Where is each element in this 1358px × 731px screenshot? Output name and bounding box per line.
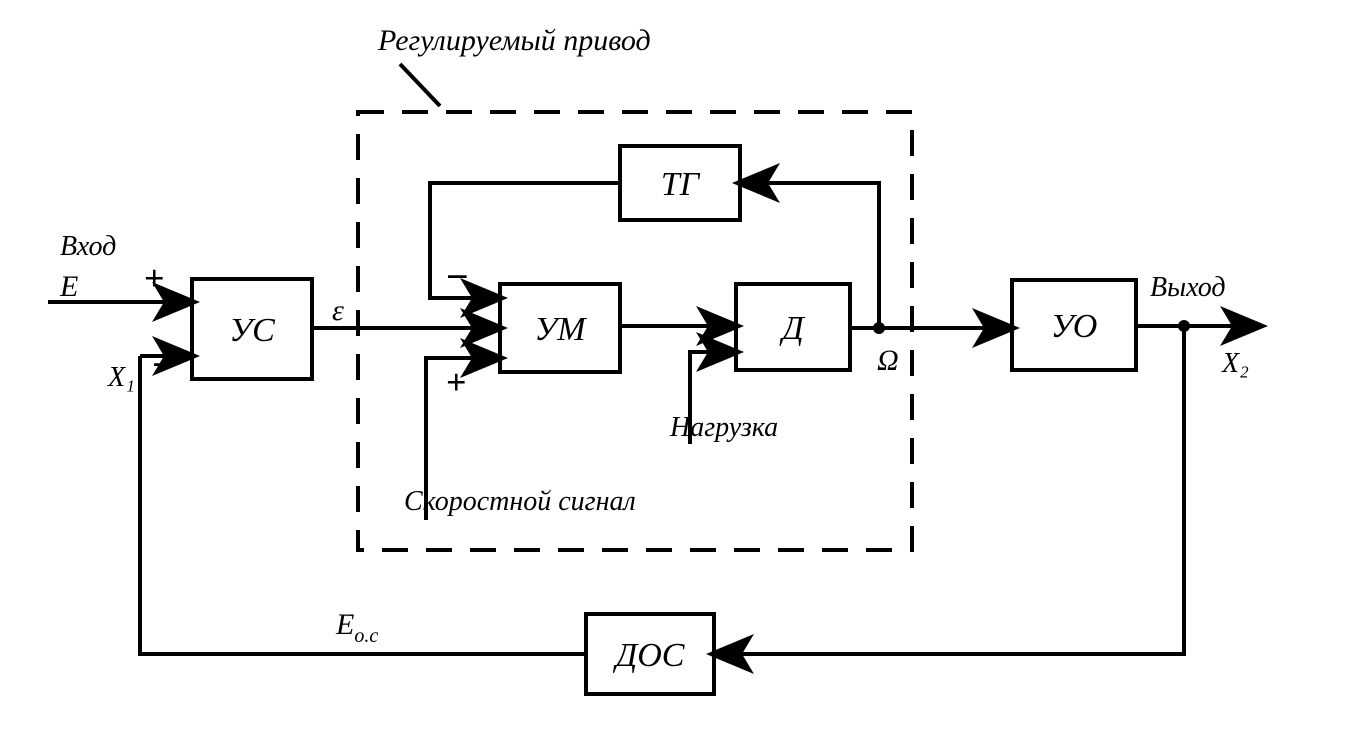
label-minus1: −	[152, 342, 175, 387]
label-X2: X₂	[1221, 348, 1249, 379]
label-plus2: +	[446, 362, 467, 402]
node-output_node	[1178, 320, 1190, 332]
node-omega_node	[873, 322, 885, 334]
label-eps: ε	[332, 294, 344, 327]
block-label-uo: УО	[1051, 308, 1098, 345]
block-label-dos: ДОС	[613, 637, 685, 674]
label-X1: X₁	[107, 362, 135, 393]
label-skorostnoy: Скоростной сигнал	[404, 486, 636, 517]
label-minus2: −	[446, 254, 469, 299]
label-omega: Ω	[877, 344, 899, 377]
label-E: E	[59, 270, 78, 303]
block-label-tg: ТГ	[661, 166, 701, 203]
dashed-container	[358, 112, 912, 550]
label-eoc: Eо.с	[335, 608, 378, 647]
label-nagruzka: Нагрузка	[669, 412, 778, 443]
block-label-um: УМ	[534, 311, 587, 348]
label-plus1: +	[144, 258, 165, 298]
label-vhod: Вход	[60, 231, 116, 262]
block-diagram: УС УМ Д ТГ УО ДОС Регулируемый привод Вход E X₁ ε Н…	[0, 0, 1358, 731]
title-label: Регулируемый привод	[377, 24, 651, 57]
label-vyhod: Выход	[1150, 272, 1226, 303]
block-label-d: Д	[779, 310, 806, 347]
block-label-us: УС	[229, 312, 275, 349]
